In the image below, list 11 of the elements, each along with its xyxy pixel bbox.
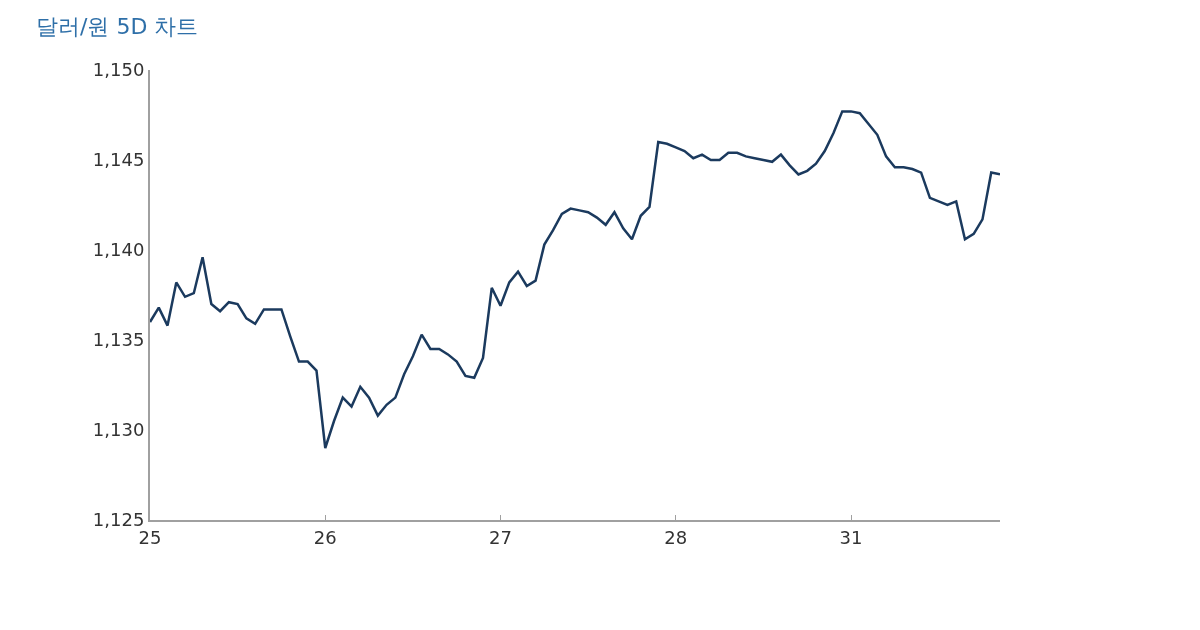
- x-tick-label: 28: [664, 526, 688, 548]
- x-tick-label: 27: [489, 526, 512, 548]
- chart-title: 달러/원 5D 차트: [36, 14, 199, 40]
- y-tick-label: 1,145: [92, 149, 145, 171]
- y-tick-label: 1,135: [92, 329, 145, 351]
- x-tick-label: 26: [313, 526, 337, 548]
- y-tick-label: 1,150: [92, 59, 145, 81]
- y-tick-label: 1,130: [92, 419, 145, 441]
- y-tick-label: 1,140: [92, 239, 145, 261]
- x-tick-label: 31: [839, 526, 863, 548]
- line-series: [150, 110, 1000, 450]
